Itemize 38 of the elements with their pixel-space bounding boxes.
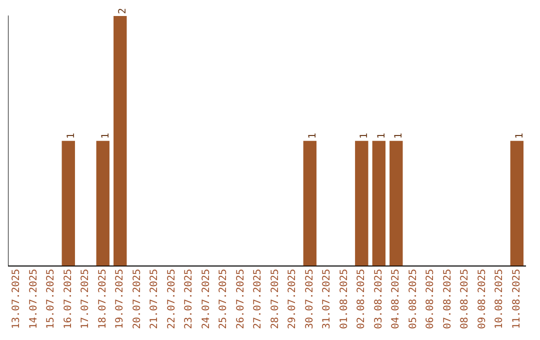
x-tick-label: 29.07.2025	[287, 268, 298, 330]
data-label: 1	[376, 132, 388, 139]
x-tick-label: 08.08.2025	[460, 268, 471, 330]
x-tick-label: 27.07.2025	[252, 268, 264, 330]
data-label: 2	[118, 8, 129, 14]
x-tick-label: 11.08.2025	[511, 268, 522, 330]
x-tick-label: 17.07.2025	[80, 268, 92, 330]
x-tick-label: 05.08.2025	[408, 268, 419, 330]
x-tick-label: 06.08.2025	[425, 268, 436, 330]
x-tick-label: 21.07.2025	[149, 268, 160, 330]
x-tick-label: 26.07.2025	[235, 268, 246, 330]
x-tick-label: 24.07.2025	[200, 268, 212, 330]
data-label: 1	[100, 132, 112, 139]
x-tick-label: 09.08.2025	[476, 268, 488, 330]
data-label: 1	[66, 132, 77, 139]
x-tick-label: 16.07.2025	[62, 268, 74, 330]
data-label: 1	[307, 132, 318, 139]
x-tick-label: 15.07.2025	[46, 268, 57, 330]
x-tick-label: 22.07.2025	[166, 268, 178, 330]
x-tick-label: 04.08.2025	[390, 268, 402, 330]
data-label: 1	[359, 132, 370, 139]
x-tick-label: 30.07.2025	[304, 268, 316, 330]
x-tick-label: 14.07.2025	[28, 268, 40, 330]
x-tick-label: 01.08.2025	[338, 268, 350, 330]
x-tick-label: 25.07.2025	[218, 268, 230, 330]
x-tick-label: 07.08.2025	[442, 268, 454, 330]
data-label: 1	[394, 132, 405, 139]
x-tick-label: 10.08.2025	[494, 268, 506, 330]
data-label: 1	[514, 132, 526, 139]
x-tick-label: 20.07.2025	[132, 268, 143, 330]
x-tick-label: 02.08.2025	[356, 268, 368, 330]
x-tick-label: 19.07.2025	[114, 268, 126, 330]
x-tick-label: 18.07.2025	[97, 268, 108, 330]
x-tick-label: 31.07.2025	[322, 268, 333, 330]
x-tick-label: 28.07.2025	[270, 268, 281, 330]
x-tick-label: 23.07.2025	[184, 268, 195, 330]
x-tick-label: 03.08.2025	[373, 268, 384, 330]
x-tick-label: 13.07.2025	[11, 268, 22, 330]
